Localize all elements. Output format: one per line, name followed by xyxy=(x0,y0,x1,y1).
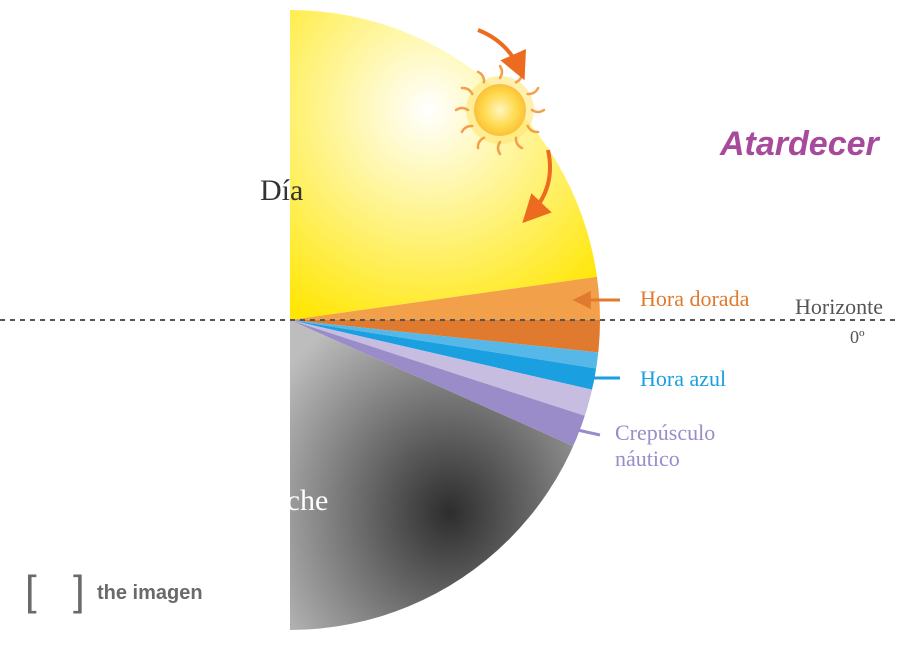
diagram-title: Atardecer xyxy=(719,125,881,163)
day-label: Día xyxy=(260,174,303,207)
blue-hour-label: Hora azul xyxy=(640,366,726,391)
twilight-diagram xyxy=(290,0,640,653)
nautical-twilight-label-line1: Crepúsculo xyxy=(615,420,715,445)
watermark-bracket-close: ] xyxy=(73,567,85,614)
horizon-degree-label: 0º xyxy=(850,327,865,347)
night-label: Noche xyxy=(250,484,328,517)
watermark-text: the imagen xyxy=(97,582,203,604)
horizon-label: Horizonte xyxy=(795,294,883,319)
sun-motion-arrow-1 xyxy=(478,30,520,70)
nautical-twilight-label-line2: náutico xyxy=(615,446,680,471)
watermark-bracket-open: [ xyxy=(25,567,37,614)
day-sector xyxy=(290,0,637,320)
golden-hour-label: Hora dorada xyxy=(640,286,750,311)
